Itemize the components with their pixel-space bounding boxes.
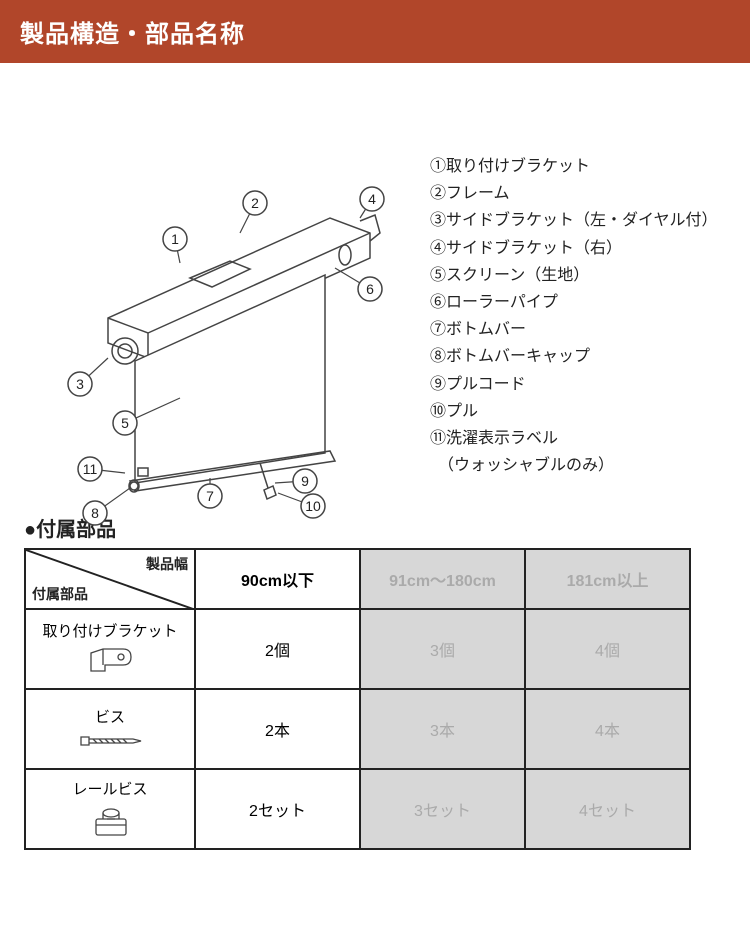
legend-item: ⑩プル: [430, 398, 718, 425]
parts-legend: ①取り付けブラケット②フレーム③サイドブラケット（左・ダイヤル付）④サイドブラケ…: [410, 93, 718, 479]
structure-section: 1234567891011 ①取り付けブラケット②フレーム③サイドブラケット（左…: [0, 63, 750, 513]
svg-text:10: 10: [305, 498, 321, 514]
svg-text:4: 4: [368, 191, 376, 207]
column-header: 90cm以下: [195, 549, 360, 609]
legend-item: （ウォッシャブルのみ）: [430, 452, 718, 479]
row-header: ビス: [25, 689, 195, 769]
section-title: 製品構造・部品名称: [0, 0, 750, 63]
svg-text:8: 8: [91, 505, 99, 521]
table-cell: 4本: [525, 689, 690, 769]
row-header: レールビス: [25, 769, 195, 849]
table-cell: 4個: [525, 609, 690, 689]
table-corner: 製品幅付属部品: [25, 549, 195, 609]
svg-text:5: 5: [121, 415, 129, 431]
svg-text:11: 11: [83, 461, 98, 477]
corner-bottom-label: 付属部品: [32, 584, 88, 604]
included-parts-table: 製品幅付属部品90cm以下91cm〜180cm181cm以上取り付けブラケット2…: [24, 548, 691, 850]
svg-text:9: 9: [301, 473, 309, 489]
legend-item: ⑧ボトムバーキャップ: [430, 343, 718, 370]
svg-text:6: 6: [366, 281, 374, 297]
legend-item: ④サイドブラケット（右）: [430, 235, 718, 262]
column-header: 91cm〜180cm: [360, 549, 525, 609]
legend-item: ⑪洗濯表示ラベル: [430, 425, 718, 452]
legend-item: ②フレーム: [430, 180, 718, 207]
table-cell: 3個: [360, 609, 525, 689]
legend-item: ①取り付けブラケット: [430, 153, 718, 180]
svg-text:2: 2: [251, 195, 259, 211]
table-cell: 3本: [360, 689, 525, 769]
table-cell: 2本: [195, 689, 360, 769]
svg-text:1: 1: [171, 231, 179, 247]
table-cell: 2個: [195, 609, 360, 689]
column-header: 181cm以上: [525, 549, 690, 609]
legend-item: ⑤スクリーン（生地）: [430, 262, 718, 289]
legend-item: ⑨プルコード: [430, 371, 718, 398]
table-cell: 4セット: [525, 769, 690, 849]
svg-text:3: 3: [76, 376, 84, 392]
page: 製品構造・部品名称: [0, 0, 750, 850]
legend-item: ③サイドブラケット（左・ダイヤル付）: [430, 207, 718, 234]
svg-text:7: 7: [206, 488, 214, 504]
legend-item: ⑦ボトムバー: [430, 316, 718, 343]
corner-top-label: 製品幅: [146, 554, 188, 574]
legend-item: ⑥ローラーパイプ: [430, 289, 718, 316]
row-header: 取り付けブラケット: [25, 609, 195, 689]
table-cell: 3セット: [360, 769, 525, 849]
table-cell: 2セット: [195, 769, 360, 849]
product-diagram: 1234567891011: [30, 93, 410, 493]
